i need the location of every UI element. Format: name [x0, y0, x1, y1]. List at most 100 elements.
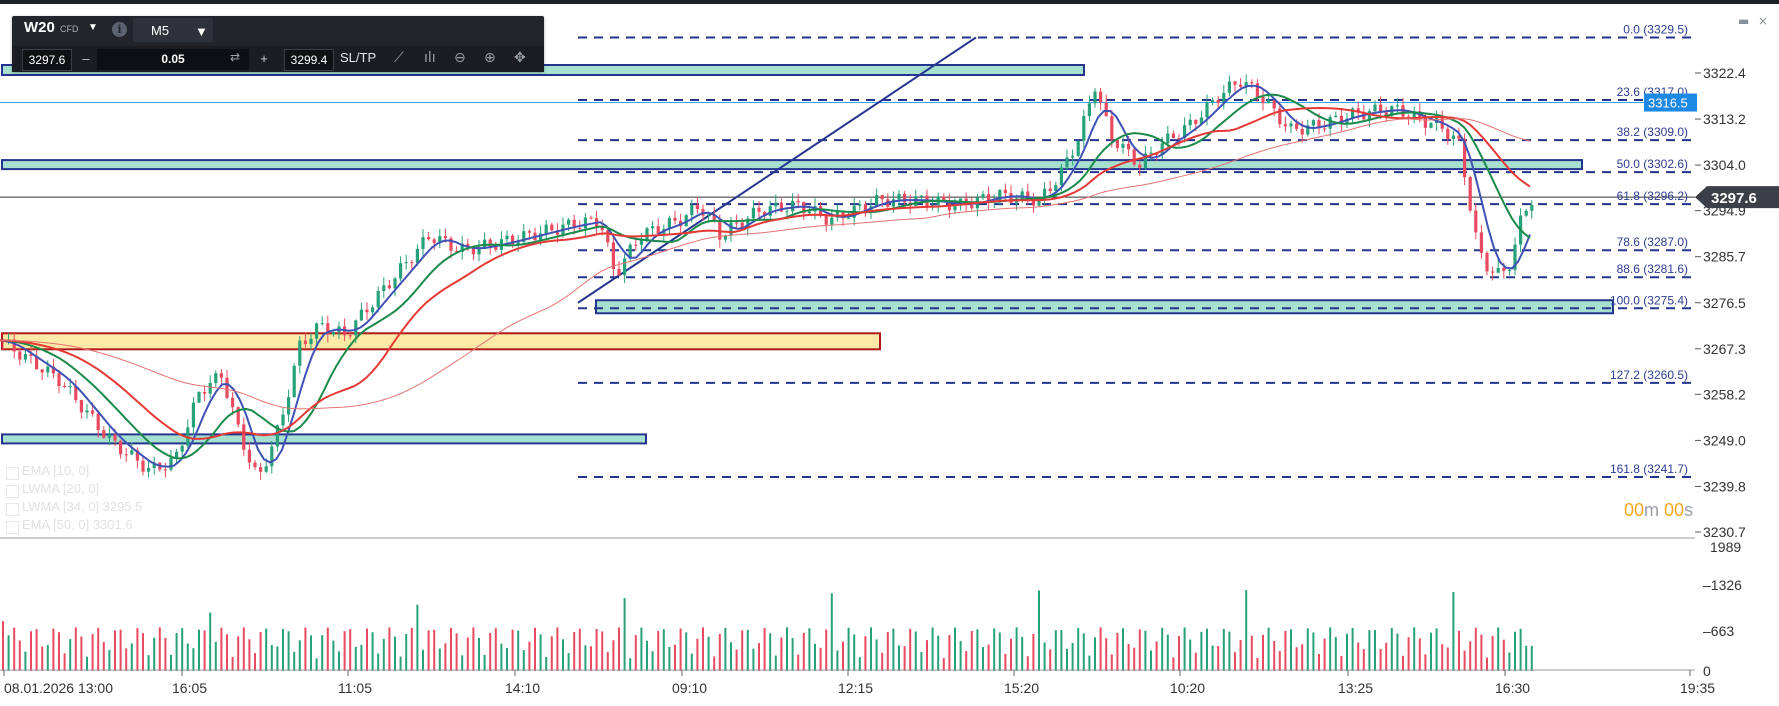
candle-body — [152, 462, 156, 468]
candle-body — [51, 366, 55, 374]
candle-body — [763, 211, 767, 216]
candle-body — [1367, 111, 1371, 120]
candle-body — [57, 373, 61, 386]
trade-toolbar: W20 CFD ▼ i M5 ▼ 3297.6 – 0.05 ⇄ + 3299.… — [12, 16, 544, 72]
candle-body — [1323, 128, 1327, 130]
candle-body — [242, 424, 246, 450]
candle-body — [141, 460, 145, 472]
candle-body — [135, 450, 139, 461]
candle-body — [511, 235, 515, 245]
candle-body — [387, 285, 391, 289]
candle-body — [1020, 191, 1024, 199]
time-axis-label: 19:35 — [1680, 680, 1715, 696]
candle-body — [746, 218, 750, 228]
candle-body — [365, 309, 369, 313]
candle-body — [919, 195, 923, 197]
close-icon[interactable]: × — [1758, 14, 1769, 28]
info-icon[interactable]: i — [112, 22, 127, 37]
candle-body — [18, 351, 22, 360]
legend-box-icon — [6, 485, 19, 498]
candle-body — [735, 222, 739, 224]
candle-body — [1261, 97, 1265, 104]
candle-body — [180, 445, 184, 452]
legend-lwma34[interactable]: LWMA [34, 0] 3295.5 — [22, 499, 143, 514]
candle-body — [175, 451, 179, 458]
candle-body — [415, 249, 419, 263]
volume-minus-button[interactable]: – — [82, 51, 90, 66]
candle-body — [1160, 143, 1164, 155]
time-axis-label: 16:30 — [1495, 680, 1530, 696]
lwma34-line — [0, 106, 1531, 440]
volume-axis-label: –663 — [1703, 623, 1734, 639]
candle-body — [723, 235, 727, 240]
candle-body — [1457, 135, 1461, 139]
candle-body — [494, 246, 498, 250]
candle-body — [1188, 119, 1192, 126]
candle-body — [1082, 116, 1086, 141]
price-axis-label: 3304.0 — [1703, 157, 1746, 173]
candle-body — [1026, 191, 1030, 200]
candle-body — [1009, 193, 1013, 203]
sltp-button[interactable]: SL/TP — [340, 50, 377, 65]
price-axis-label: 3258.2 — [1703, 386, 1746, 402]
fib-level-label: 38.2 (3309.0) — [1617, 125, 1688, 139]
window-top-bar — [0, 0, 1779, 4]
timeframe-select[interactable]: M5 ▼ — [133, 18, 213, 42]
candle-body — [275, 425, 279, 447]
indicators-icon[interactable]: ılı — [424, 50, 436, 66]
candle-body — [1267, 99, 1271, 104]
candle-body — [354, 320, 358, 336]
candle-body — [1199, 117, 1203, 124]
volume-input[interactable]: 0.05 — [97, 49, 249, 70]
zoom-out-icon[interactable]: ⊖ — [454, 50, 466, 66]
candle-body — [1059, 167, 1063, 186]
candle-body — [214, 373, 218, 383]
candle-body — [1491, 271, 1495, 273]
candle-body — [376, 290, 380, 308]
time-axis-label: 12:15 — [838, 680, 873, 696]
symbol-name[interactable]: W20 — [24, 19, 55, 36]
candle-body — [807, 211, 811, 214]
legend-lwma20[interactable]: LWMA [20, 0] — [22, 481, 100, 496]
candle-body — [382, 285, 386, 291]
buy-price-button[interactable]: 3299.4 — [284, 49, 334, 71]
price-axis-label: 3239.8 — [1703, 478, 1746, 494]
trend-line-icon[interactable]: ⟋ — [394, 50, 404, 66]
candle-body — [421, 237, 425, 250]
candle-body — [1127, 143, 1131, 150]
candle-body — [1087, 103, 1091, 117]
candle-body — [460, 243, 464, 252]
candle-body — [970, 205, 974, 209]
minimize-icon[interactable]: ▬ — [1738, 14, 1750, 28]
candle-timer: 00m 00s — [1624, 500, 1693, 521]
candle-body — [253, 462, 257, 468]
candle-body — [1250, 82, 1254, 84]
legend-ema50[interactable]: EMA [50, 0] 3301.6 — [22, 517, 133, 532]
current-price-badge-bg — [1695, 186, 1779, 209]
sell-price-button[interactable]: 3297.6 — [22, 49, 72, 71]
fib-level-label: 88.6 (3281.6) — [1617, 262, 1688, 276]
candle-body — [1037, 197, 1041, 206]
candle-body — [91, 410, 95, 414]
time-axis-label: 08.01.2026 13:00 — [4, 680, 113, 696]
price-axis-label: 3267.3 — [1703, 341, 1746, 357]
swap-icon[interactable]: ⇄ — [230, 50, 241, 64]
candle-body — [208, 382, 212, 394]
legend-box-icon — [6, 467, 19, 480]
volume-plus-button[interactable]: + — [260, 51, 268, 66]
symbol-dropdown-icon[interactable]: ▼ — [88, 22, 98, 33]
candle-body — [1222, 92, 1226, 104]
candle-body — [729, 222, 733, 236]
price-axis-label: 3322.4 — [1703, 65, 1746, 81]
move-icon[interactable]: ✥ — [514, 50, 526, 66]
candle-body — [774, 202, 778, 207]
timeframe-dropdown-icon: ▼ — [195, 24, 208, 39]
volume-axis-label: 0 — [1703, 663, 1711, 679]
time-axis-label: 16:05 — [172, 680, 207, 696]
legend-ema10[interactable]: EMA [10, 0] — [22, 463, 90, 478]
zoom-in-icon[interactable]: ⊕ — [484, 50, 496, 66]
candle-body — [684, 215, 688, 227]
candle-body — [1205, 102, 1209, 118]
candle-body — [371, 307, 375, 313]
